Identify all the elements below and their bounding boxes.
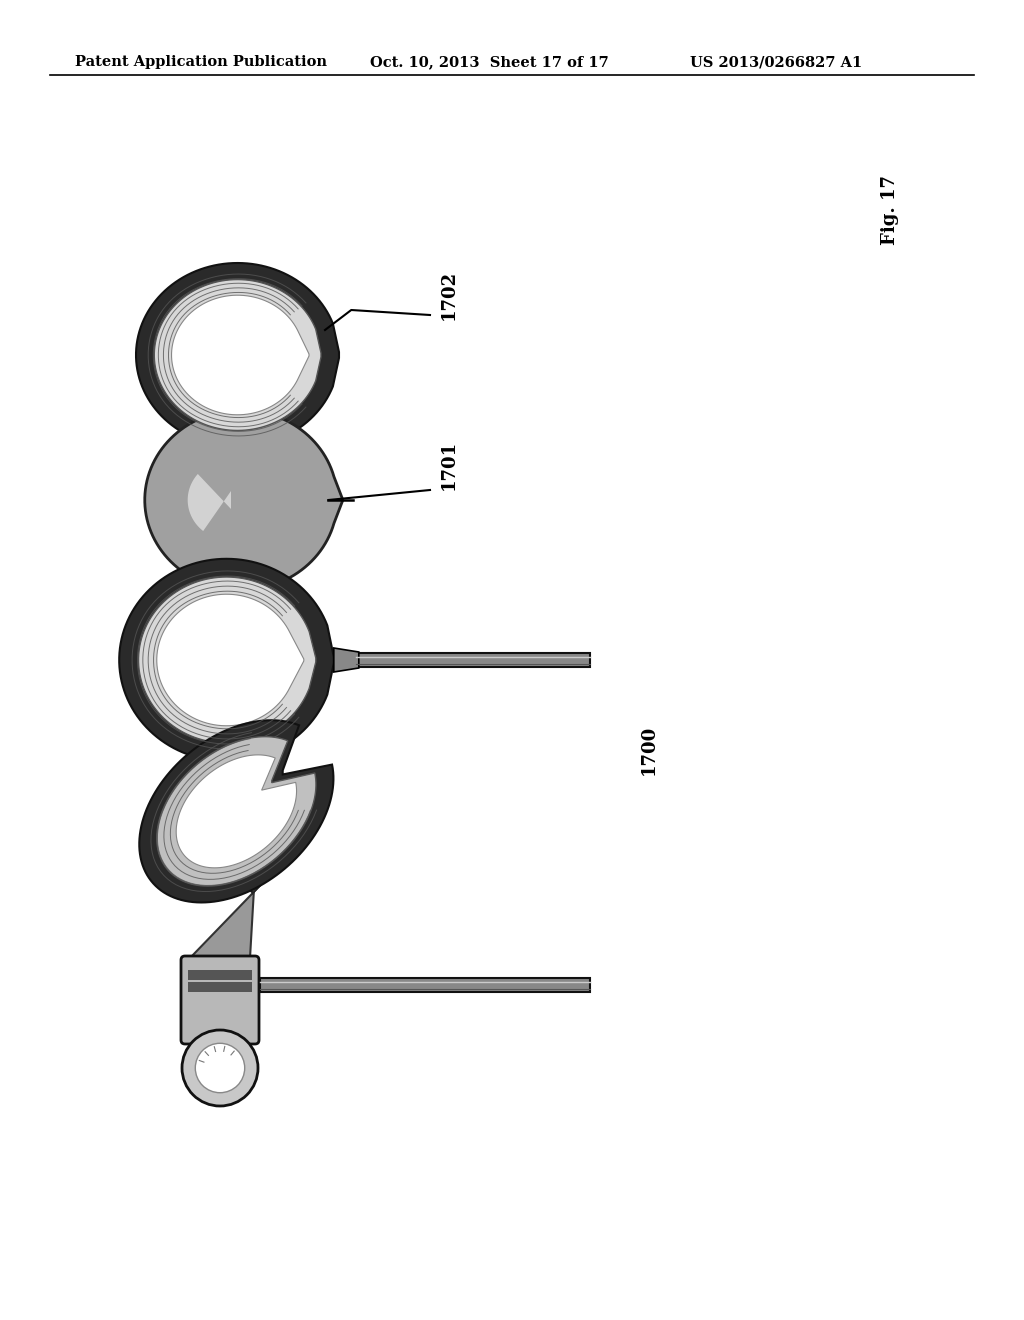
Text: Patent Application Publication: Patent Application Publication — [75, 55, 327, 69]
Bar — [188, 982, 252, 993]
Polygon shape — [334, 648, 358, 672]
Polygon shape — [136, 263, 339, 447]
FancyBboxPatch shape — [181, 956, 259, 1044]
Polygon shape — [155, 280, 321, 430]
Polygon shape — [189, 804, 278, 892]
Text: Oct. 10, 2013  Sheet 17 of 17: Oct. 10, 2013 Sheet 17 of 17 — [370, 55, 608, 69]
Bar — [188, 970, 252, 979]
Polygon shape — [139, 721, 334, 903]
Polygon shape — [172, 296, 309, 414]
Bar — [355, 653, 590, 667]
Polygon shape — [119, 558, 334, 762]
Polygon shape — [190, 869, 276, 958]
Text: 1702: 1702 — [440, 269, 458, 319]
Polygon shape — [138, 577, 315, 743]
Text: 1701: 1701 — [440, 440, 458, 490]
Polygon shape — [187, 474, 231, 531]
Text: Fig. 17: Fig. 17 — [881, 176, 899, 246]
Bar — [260, 978, 590, 993]
Text: 1700: 1700 — [640, 725, 658, 775]
Polygon shape — [176, 755, 297, 867]
Polygon shape — [215, 830, 276, 892]
Circle shape — [182, 1030, 258, 1106]
Text: US 2013/0266827 A1: US 2013/0266827 A1 — [690, 55, 862, 69]
Polygon shape — [157, 594, 304, 726]
Circle shape — [196, 1043, 245, 1093]
Polygon shape — [157, 737, 316, 886]
Polygon shape — [144, 411, 342, 590]
